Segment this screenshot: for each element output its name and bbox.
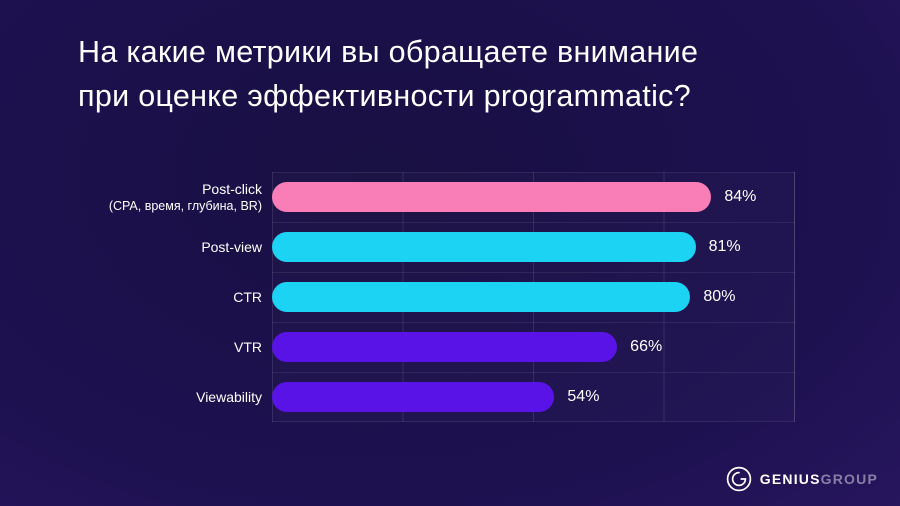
category-label-main: Viewability: [196, 388, 262, 405]
category-label: VTR: [60, 339, 272, 356]
category-label: Viewability: [60, 389, 272, 406]
category-label: CTR: [60, 289, 272, 306]
row-plot-area: 80%: [272, 272, 795, 322]
bar: [272, 332, 618, 362]
chart-row: VTR 66%: [60, 322, 795, 372]
value-label: 80%: [703, 288, 736, 305]
category-label-main: VTR: [234, 338, 262, 355]
value-label: 84%: [724, 188, 757, 205]
row-plot-area: 84%: [272, 172, 795, 222]
category-label: Post-view: [60, 239, 272, 256]
page-title: На какие метрики вы обращаете внимание п…: [78, 30, 698, 118]
bar: [272, 232, 696, 262]
bar: [272, 182, 712, 212]
logo-text-group: GROUP: [820, 471, 878, 487]
row-plot-area: 54%: [272, 372, 795, 422]
geniusgroup-logo: GENIUSGROUP: [726, 466, 878, 492]
value-label: 66%: [630, 338, 663, 355]
logo-text-genius: GENIUS: [759, 471, 821, 487]
chart-row: Viewability 54%: [60, 372, 795, 422]
bar: [272, 282, 691, 312]
category-label-main: CTR: [233, 288, 262, 305]
category-label: Post-click (CPA, время, глубина, BR): [60, 181, 272, 214]
bar-chart-rows: Post-click (CPA, время, глубина, BR) 84% Po…: [60, 172, 795, 422]
bar-chart: Post-click (CPA, время, глубина, BR) 84% Po…: [60, 172, 795, 422]
row-plot-area: 81%: [272, 222, 795, 272]
value-label: 54%: [567, 388, 600, 405]
category-label-sub: (CPA, время, глубина, BR): [108, 198, 262, 213]
chart-row: Post-view 81%: [60, 222, 795, 272]
geniusgroup-logo-icon: [726, 466, 752, 492]
row-plot-area: 66%: [272, 322, 795, 372]
category-label-main: Post-view: [201, 238, 262, 255]
geniusgroup-logo-text: GENIUSGROUP: [760, 471, 878, 487]
title-line-2: при оценке эффективности programmatic?: [78, 79, 691, 113]
chart-row: CTR 80%: [60, 272, 795, 322]
value-label: 81%: [708, 238, 741, 255]
bar: [272, 382, 555, 412]
category-label-main: Post-click: [202, 180, 262, 197]
title-line-1: На какие метрики вы обращаете внимание: [78, 35, 699, 69]
chart-row: Post-click (CPA, время, глубина, BR) 84%: [60, 172, 795, 222]
